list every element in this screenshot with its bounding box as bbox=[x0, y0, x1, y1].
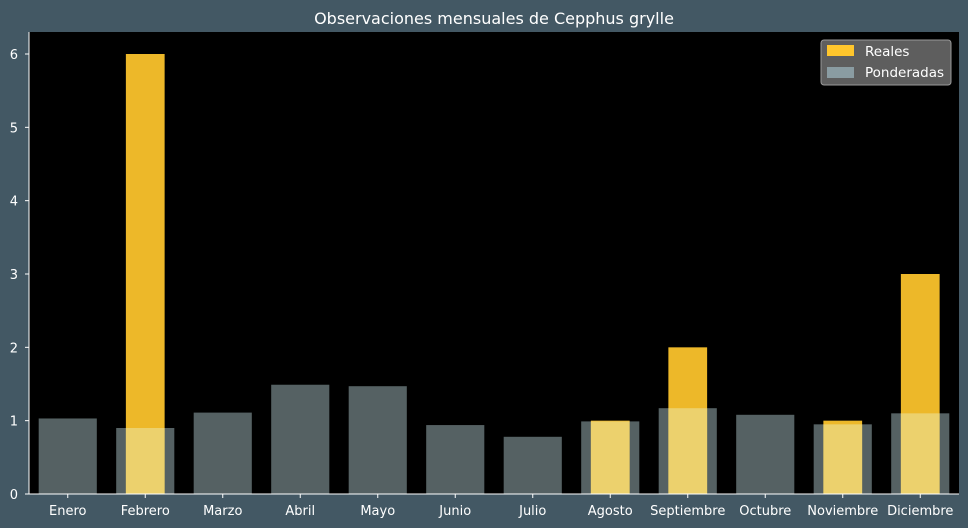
bar-ponderadas bbox=[38, 418, 97, 494]
bar-ponderadas-overlap bbox=[900, 413, 940, 494]
chart-title: Observaciones mensuales de Cepphus gryll… bbox=[314, 9, 674, 28]
y-tick-label: 2 bbox=[10, 341, 18, 356]
x-tick-label: Marzo bbox=[203, 504, 242, 519]
x-tick-label: Junio bbox=[438, 504, 471, 519]
bar-ponderadas bbox=[426, 425, 485, 494]
x-axis: Enero Febrero Marzo Abril Mayo Junio Julio Agos… bbox=[28, 32, 959, 519]
bar-reales bbox=[125, 54, 165, 494]
x-tick-label: Diciembre bbox=[887, 504, 953, 519]
x-tick-label: Noviembre bbox=[807, 504, 878, 519]
y-tick-label: 1 bbox=[10, 415, 18, 430]
x-tick-label: Julio bbox=[518, 504, 546, 519]
y-tick-label: 3 bbox=[10, 268, 18, 283]
x-tick-label: Octubre bbox=[739, 504, 791, 519]
bar-ponderadas bbox=[271, 384, 330, 494]
legend-label-ponderadas: Ponderadas bbox=[865, 65, 944, 81]
bar-ponderadas-overlap bbox=[823, 424, 863, 494]
reales-series bbox=[125, 54, 940, 494]
bar-ponderadas bbox=[348, 386, 407, 494]
legend: Reales Ponderadas bbox=[820, 39, 952, 86]
legend-label-reales: Reales bbox=[865, 44, 909, 60]
y-tick-label: 4 bbox=[10, 195, 18, 210]
legend-swatch-reales bbox=[827, 45, 854, 56]
bar-ponderadas-overlap bbox=[668, 408, 708, 494]
bar-ponderadas bbox=[503, 436, 562, 494]
y-axis: 0 1 2 3 4 5 6 bbox=[10, 48, 29, 503]
x-tick-label: Febrero bbox=[121, 504, 170, 519]
bar-ponderadas bbox=[193, 412, 252, 494]
x-tick-label: Agosto bbox=[588, 504, 633, 519]
y-tick-label: 0 bbox=[10, 488, 18, 503]
x-tick-label: Enero bbox=[49, 504, 87, 519]
y-tick-label: 6 bbox=[10, 48, 18, 63]
bar-ponderadas-overlap bbox=[590, 421, 630, 494]
y-tick-label: 5 bbox=[10, 121, 18, 136]
bar-ponderadas bbox=[736, 414, 795, 494]
legend-swatch-ponderadas bbox=[827, 67, 854, 78]
x-tick-label: Mayo bbox=[360, 504, 395, 519]
bar-ponderadas-overlap bbox=[125, 428, 165, 494]
x-tick-label: Abril bbox=[285, 504, 315, 519]
plot-area bbox=[29, 32, 959, 494]
x-tick-label: Septiembre bbox=[650, 504, 725, 519]
